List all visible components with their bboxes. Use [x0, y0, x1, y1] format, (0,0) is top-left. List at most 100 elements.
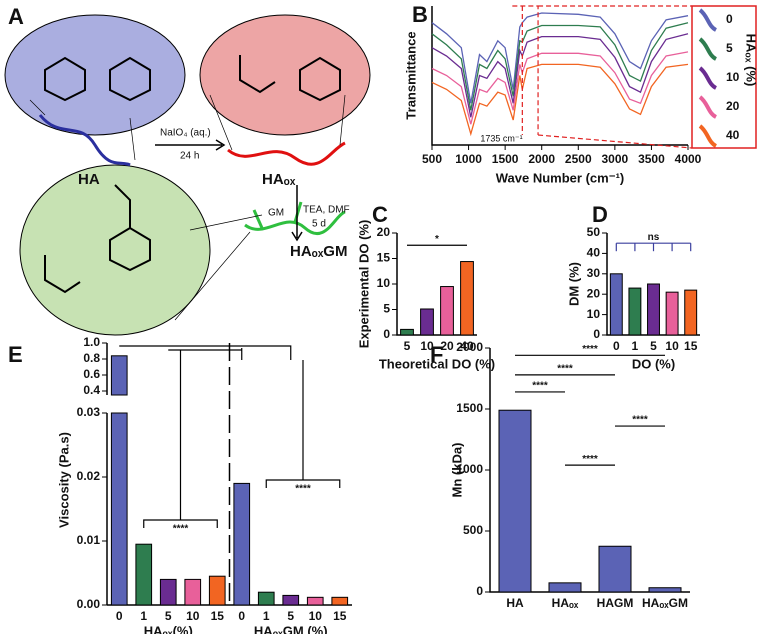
- y-tick-label: 10: [377, 276, 391, 290]
- x-tick-label: 5: [165, 609, 172, 623]
- legend-label: 20: [726, 99, 740, 113]
- y-axis-title: DM (%): [566, 262, 581, 306]
- legend-label: 40: [726, 128, 740, 142]
- panel-letter: B: [412, 2, 428, 27]
- haox-chain: [227, 141, 346, 166]
- panel-letter: D: [592, 202, 608, 227]
- group-label: HAₒₓ(%): [144, 623, 193, 634]
- ha-ellipse: [4, 14, 186, 136]
- y-tick-label: 20: [587, 286, 601, 300]
- x-tick-label: 5: [404, 339, 411, 353]
- haoxgm-circle: [19, 164, 211, 336]
- arrow: [291, 185, 303, 242]
- x-axis-title: Wave Number (cm⁻¹): [496, 170, 624, 185]
- x-tick-label: 2500: [565, 152, 592, 166]
- significance: ****: [173, 524, 189, 535]
- bar: [135, 543, 153, 606]
- bar: [420, 308, 434, 336]
- panel-letter: E: [8, 342, 23, 367]
- x-tick-label: HAₒₓ: [552, 596, 579, 610]
- x-tick-label: 10: [309, 609, 323, 623]
- x-tick-label: 500: [422, 152, 442, 166]
- significance: ****: [632, 415, 648, 426]
- y-tick-label: 10: [587, 307, 601, 321]
- bar: [609, 273, 623, 336]
- bar: [684, 289, 698, 336]
- x-tick-label: 1: [263, 609, 270, 623]
- label: HAₒₓ: [262, 171, 296, 188]
- x-tick-label: 5: [650, 339, 657, 353]
- y-axis-title: Transmittance: [403, 31, 418, 119]
- zoom-lines: [29, 94, 346, 321]
- haoxgm-chain: [244, 201, 346, 236]
- significance: ****: [582, 344, 598, 355]
- y-tick-label: 500: [463, 523, 483, 537]
- legend-label: 10: [726, 70, 740, 84]
- bar: [282, 594, 300, 606]
- significance: *: [435, 234, 439, 245]
- x-tick-label: 1000: [455, 152, 482, 166]
- bar: [598, 545, 632, 593]
- x-tick-label: 0: [116, 609, 123, 623]
- bar: [233, 482, 251, 606]
- x-tick-label: HAGM: [597, 596, 634, 610]
- annotation: 1735 cm⁻¹: [480, 133, 522, 143]
- legend-label: 0: [726, 12, 733, 26]
- y-tick-label: 0: [383, 327, 390, 341]
- legend-swatch: [698, 8, 718, 32]
- significance: ****: [582, 454, 598, 465]
- inset: [691, 5, 757, 149]
- label: GM: [268, 208, 284, 219]
- x-tick-label: HAₒₓGM: [642, 596, 688, 610]
- x-axis-title: DO (%): [632, 356, 675, 371]
- bar: [110, 355, 128, 396]
- panel-letter: F: [430, 342, 443, 367]
- legend-swatch: [698, 66, 718, 90]
- bar: [306, 596, 324, 606]
- legend-swatch: [698, 37, 718, 61]
- y-tick-label: 0.00: [77, 597, 101, 611]
- x-tick-label: 2000: [528, 152, 555, 166]
- label: TEA, DMF: [303, 205, 350, 216]
- y-tick-label: 0.8: [83, 351, 100, 365]
- x-tick-label: 0: [613, 339, 620, 353]
- bar: [331, 596, 349, 606]
- ha-chain: [38, 114, 131, 167]
- panel-letter: C: [372, 202, 388, 227]
- bracket: [119, 345, 292, 360]
- bar: [208, 575, 226, 606]
- bar: [440, 286, 454, 336]
- label: NaIO₄ (aq.): [160, 128, 211, 139]
- x-tick-label: 20: [440, 339, 454, 353]
- x-tick-label: HA: [506, 596, 524, 610]
- legend-title: HAₒₓ (%): [744, 34, 759, 87]
- bar: [498, 409, 532, 593]
- bar: [665, 291, 679, 336]
- y-tick-label: 0: [593, 327, 600, 341]
- x-tick-label: 10: [186, 609, 200, 623]
- bar: [460, 261, 474, 336]
- scheme: HA HAₒₓ NaIO₄ (aq.) 24 h GM TEA, DMF 5 d…: [4, 14, 371, 336]
- group-label: HAₒₓGM (%): [254, 623, 328, 634]
- bar: [647, 283, 660, 336]
- bar: [648, 587, 682, 593]
- y-tick-label: 40: [587, 246, 601, 260]
- y-tick-label: 2000: [456, 340, 483, 354]
- x-tick-label: 4000: [675, 152, 702, 166]
- bar: [548, 582, 582, 593]
- haox-ellipse: [199, 14, 371, 136]
- bar: [400, 328, 414, 336]
- y-tick-label: 0.4: [83, 383, 100, 397]
- y-axis-title: Experimental DO (%): [356, 220, 371, 349]
- x-tick-label: 5: [287, 609, 294, 623]
- legend-swatch: [698, 95, 718, 119]
- y-tick-label: 5: [383, 302, 390, 316]
- y-tick-label: 0.01: [77, 533, 101, 547]
- bar: [628, 287, 642, 336]
- bar: [110, 412, 128, 606]
- significance: ns: [648, 232, 660, 243]
- y-tick-label: 30: [587, 266, 601, 280]
- y-tick-label: 1000: [456, 462, 483, 476]
- x-tick-label: 10: [665, 339, 679, 353]
